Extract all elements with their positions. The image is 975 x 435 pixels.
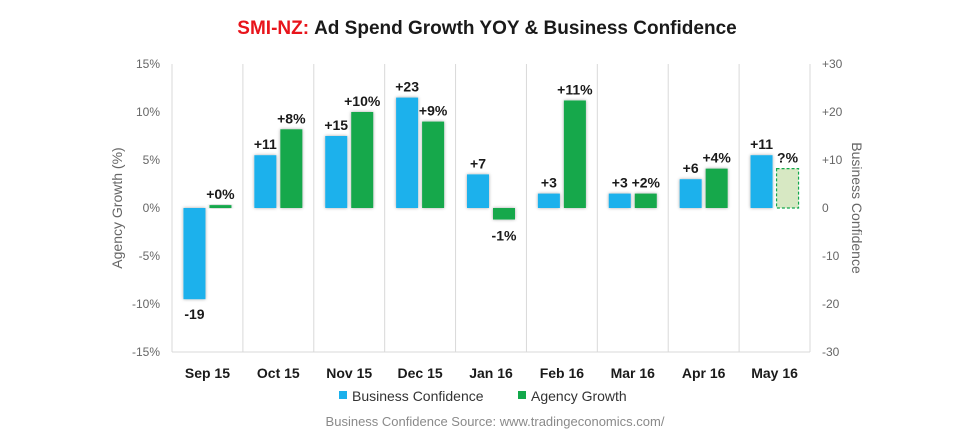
category-label: Nov 15 (326, 365, 372, 381)
category-label: Apr 16 (682, 365, 726, 381)
bar-business-confidence (183, 208, 206, 300)
right-tick-label: 0 (822, 201, 829, 215)
bar-agency-growth (280, 129, 303, 208)
bar-business-confidence (537, 193, 560, 208)
right-tick-label: +30 (822, 57, 843, 71)
bar-business-confidence (325, 136, 348, 208)
left-tick-label: -15% (132, 345, 160, 359)
source-note: Business Confidence Source: www.tradinge… (326, 414, 665, 429)
bar-label-agency-growth: +4% (702, 150, 731, 166)
bar-label-business-confidence: +6 (683, 160, 699, 176)
bar-label-business-confidence: +23 (395, 79, 419, 95)
category-label: Dec 15 (398, 365, 443, 381)
category-label: Jan 16 (469, 365, 513, 381)
category-label: Mar 16 (611, 365, 656, 381)
bar-label-agency-growth: ?% (777, 150, 799, 166)
right-tick-label: +10 (822, 153, 843, 167)
left-tick-label: 0% (143, 201, 161, 215)
bar-agency-growth (209, 205, 232, 208)
left-axis-label: Agency Growth (%) (109, 147, 125, 268)
right-tick-label: -30 (822, 345, 840, 359)
bar-label-agency-growth: +0% (206, 186, 235, 202)
bar-agency-growth (563, 100, 586, 208)
right-tick-label: -20 (822, 297, 840, 311)
legend-swatch-business-confidence (339, 391, 347, 399)
bar-agency-growth (705, 168, 728, 208)
category-labels: Sep 15 Oct 15 Nov 15 Dec 15 Jan 16 Feb 16 Mar … (185, 365, 798, 381)
bar-agency-growth (351, 112, 374, 208)
bar-business-confidence (254, 155, 277, 208)
category-label: Sep 15 (185, 365, 230, 381)
chart-title-prefix: SMI-NZ: (237, 18, 309, 39)
chart-title: SMI-NZ: Ad Spend Growth YOY & Business Co… (237, 18, 736, 39)
bar-label-business-confidence: +15 (324, 117, 348, 133)
bar-business-confidence (608, 193, 631, 208)
category-label: Feb 16 (540, 365, 585, 381)
right-axis-label: Business Confidence (849, 142, 865, 274)
bar-label-business-confidence: +3 (541, 175, 557, 191)
bar-label-business-confidence: +7 (470, 155, 486, 171)
bar-label-business-confidence: +11 (254, 136, 277, 152)
bar-label-agency-growth: -1% (492, 228, 517, 244)
bar-label-agency-growth: +10% (344, 93, 381, 109)
bar-business-confidence (679, 179, 702, 208)
bar-label-business-confidence: +3 (612, 175, 628, 191)
legend-swatch-agency-growth (518, 391, 526, 399)
bars (183, 97, 800, 300)
category-label: May 16 (751, 365, 798, 381)
bar-business-confidence (467, 174, 489, 208)
legend-label-business-confidence: Business Confidence (352, 388, 484, 404)
bar-label-business-confidence: -19 (184, 306, 204, 322)
bar-label-business-confidence: +11 (750, 136, 773, 152)
bar-business-confidence (396, 97, 419, 208)
bar-agency-growth (422, 121, 445, 208)
bar-label-agency-growth: +2% (632, 175, 661, 191)
left-axis: 15% 10% 5% 0% -5% -10% -15% (132, 57, 160, 359)
bar-agency-growth (493, 208, 515, 220)
bar-label-agency-growth: +11% (557, 81, 593, 97)
bar-business-confidence (750, 155, 773, 208)
left-tick-label: 5% (143, 153, 161, 167)
category-label: Oct 15 (257, 365, 300, 381)
left-tick-label: 10% (136, 105, 160, 119)
right-tick-label: -10 (822, 249, 840, 263)
chart-title-main: Ad Spend Growth YOY & Business Confidenc… (314, 18, 737, 39)
right-tick-label: +20 (822, 105, 843, 119)
bar-label-agency-growth: +9% (419, 103, 448, 119)
bar-label-agency-growth: +8% (277, 110, 306, 126)
bar-labels: -19+0%+11+8% +15+10%+23+9%+7-1%+3+11%+3 +2… (184, 79, 798, 323)
legend: Business Confidence Agency Growth (339, 388, 627, 404)
bar-agency-growth (634, 193, 657, 208)
left-tick-label: -10% (132, 297, 160, 311)
right-axis: +30 +20 +10 0 -10 -20 -30 (822, 57, 843, 359)
legend-label-agency-growth: Agency Growth (531, 388, 627, 404)
grid-lines (171, 64, 811, 353)
left-tick-label: -5% (139, 249, 161, 263)
left-tick-label: 15% (136, 57, 160, 71)
bar-agency-growth-estimate (775, 168, 800, 209)
